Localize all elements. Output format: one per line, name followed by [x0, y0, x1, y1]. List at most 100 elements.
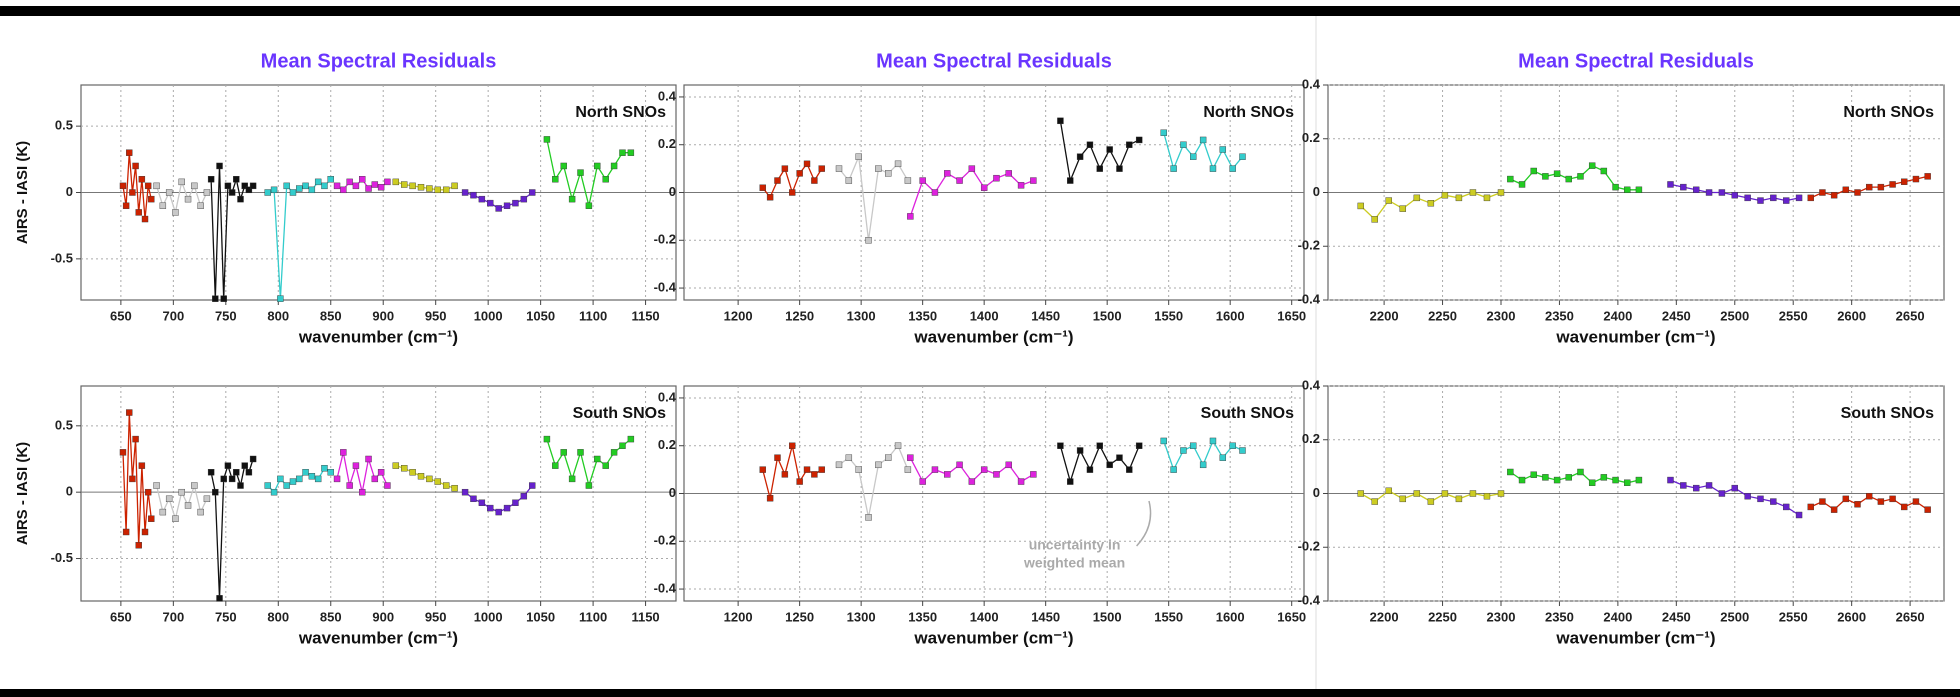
point: [1807, 503, 1814, 511]
y-tick-label: 0.4: [658, 88, 677, 103]
point: [1718, 490, 1726, 497]
point: [904, 466, 912, 473]
chart-title: Mean Spectral Residuals: [876, 50, 1112, 72]
point: [1229, 165, 1236, 172]
point: [451, 182, 458, 190]
x-tick-label: 1150: [631, 308, 659, 323]
x-tick-label: 2500: [1720, 308, 1749, 323]
point: [1239, 153, 1246, 160]
point: [993, 174, 1000, 182]
point: [845, 177, 853, 184]
point: [148, 515, 155, 522]
point: [512, 199, 519, 207]
point: [503, 504, 511, 512]
x-axis-label: wavenumber (cm⁻¹): [913, 327, 1073, 346]
point: [1427, 498, 1435, 505]
point: [602, 176, 609, 183]
point: [1507, 468, 1514, 476]
point: [968, 165, 976, 172]
panel-label: North SNOs: [1843, 104, 1934, 121]
point: [417, 183, 425, 191]
point: [138, 176, 146, 183]
point: [487, 504, 494, 512]
x-tick-label: 800: [267, 308, 289, 323]
x-axis-label: wavenumber (cm⁻¹): [298, 327, 458, 346]
point: [241, 462, 248, 469]
x-tick-label: 650: [110, 308, 132, 323]
x-tick-label: 1050: [526, 308, 555, 323]
x-tick-label: 850: [320, 609, 342, 624]
x-tick-label: 1400: [970, 308, 999, 323]
x-tick-label: 2300: [1487, 609, 1516, 624]
y-tick-label: 0.4: [658, 389, 677, 404]
x-tick-label: 2450: [1662, 609, 1691, 624]
point: [789, 442, 796, 449]
point: [1819, 498, 1826, 505]
point: [520, 195, 528, 203]
point: [919, 177, 926, 184]
point: [512, 499, 519, 506]
point: [1924, 506, 1931, 513]
point: [1889, 181, 1896, 188]
point: [153, 182, 160, 190]
point: [220, 475, 227, 483]
point: [956, 177, 963, 184]
point: [296, 475, 303, 483]
point: [944, 170, 951, 177]
point: [434, 186, 441, 194]
x-tick-label: 2550: [1779, 308, 1808, 323]
x-tick-label: 900: [372, 308, 394, 323]
point: [191, 482, 198, 489]
point: [417, 473, 425, 480]
point: [560, 162, 567, 170]
point: [249, 455, 257, 463]
point: [289, 189, 297, 196]
point: [1842, 186, 1850, 194]
panel-label: North SNOs: [1203, 104, 1294, 121]
point: [392, 178, 400, 186]
point: [503, 202, 511, 209]
point: [352, 182, 360, 190]
point: [1830, 191, 1838, 199]
point: [135, 209, 142, 216]
point: [1635, 186, 1643, 194]
x-tick-label: 1150: [631, 609, 659, 624]
y-tick-label: -0.2: [1298, 238, 1320, 253]
point: [993, 471, 1000, 478]
x-tick-label: 1000: [474, 609, 503, 624]
point: [207, 469, 215, 476]
point: [610, 449, 618, 456]
point: [270, 488, 278, 496]
point: [907, 213, 914, 220]
point: [241, 182, 248, 190]
point: [875, 461, 882, 469]
point: [212, 488, 219, 496]
point: [577, 169, 584, 176]
y-tick-label: -0.4: [1298, 291, 1321, 306]
point: [270, 186, 278, 194]
panel-label: South SNOs: [1201, 405, 1294, 422]
point: [249, 182, 257, 190]
x-tick-label: 1400: [970, 609, 999, 624]
point: [289, 478, 297, 485]
point: [135, 542, 142, 549]
x-tick-label: 1500: [1093, 308, 1122, 323]
point: [371, 475, 379, 483]
point: [1565, 474, 1572, 481]
point: [865, 514, 872, 521]
point: [220, 295, 227, 302]
point: [1209, 437, 1217, 445]
point: [1057, 442, 1064, 449]
x-tick-label: 950: [425, 308, 447, 323]
point: [1126, 141, 1133, 148]
point: [855, 153, 862, 160]
point: [1692, 186, 1700, 194]
x-tick-label: 700: [162, 308, 184, 323]
point: [1553, 170, 1561, 177]
point: [346, 482, 353, 489]
point: [968, 478, 976, 485]
point: [811, 177, 818, 184]
y-tick-label: 0.2: [658, 437, 676, 452]
point: [478, 499, 486, 506]
x-tick-label: 1250: [785, 609, 814, 624]
